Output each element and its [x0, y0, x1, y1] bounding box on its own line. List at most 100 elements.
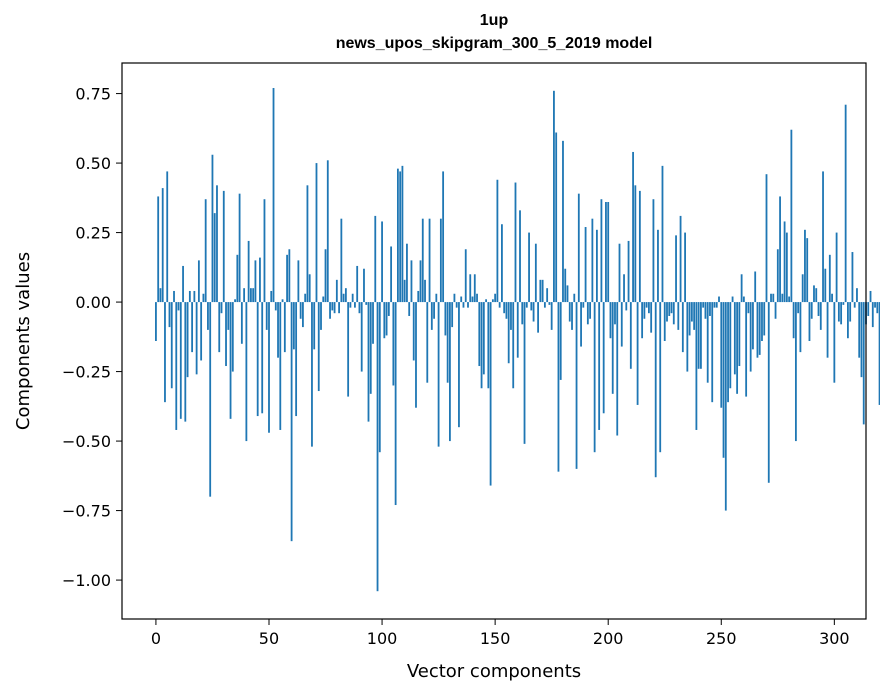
bar-241	[700, 302, 702, 369]
bar-14	[186, 302, 189, 378]
bar-81	[338, 302, 340, 314]
bar-219	[650, 302, 653, 333]
bar-309	[853, 302, 856, 308]
bar-274	[774, 302, 777, 319]
y-tick-label-5: −0.50	[62, 432, 111, 451]
bar-24	[209, 302, 212, 497]
bar-186	[575, 302, 578, 469]
y-tick-label-6: −0.75	[62, 502, 111, 521]
bar-253	[727, 302, 729, 403]
bar-213	[636, 302, 639, 405]
bar-287	[804, 229, 806, 303]
bar-215	[641, 302, 644, 339]
bar-140	[471, 296, 474, 303]
bar-214	[638, 190, 641, 303]
bar-279	[785, 232, 788, 303]
bar-41	[247, 240, 250, 303]
bar-237	[690, 302, 693, 322]
bar-147	[487, 302, 490, 389]
bar-262	[747, 302, 750, 314]
bar-153	[501, 224, 503, 303]
bar-5	[166, 171, 169, 303]
bar-312	[860, 302, 863, 378]
bar-91	[360, 302, 363, 372]
bar-4	[164, 302, 166, 403]
bar-242	[702, 302, 705, 308]
bar-23	[207, 302, 209, 330]
bar-80	[335, 279, 338, 303]
bar-138	[467, 302, 469, 308]
bar-229	[672, 302, 675, 325]
bar-175	[550, 302, 553, 330]
bar-307	[849, 302, 852, 322]
bar-142	[476, 293, 478, 303]
bar-211	[632, 151, 634, 303]
bar-227	[668, 302, 671, 316]
bar-105	[392, 302, 395, 386]
bar-131	[451, 302, 454, 328]
bar-238	[693, 302, 696, 330]
bar-292	[815, 288, 818, 303]
bar-72	[317, 302, 320, 392]
bar-132	[453, 293, 456, 303]
bar-235	[686, 302, 689, 372]
bar-212	[634, 185, 637, 303]
bar-12	[182, 265, 184, 303]
bar-220	[652, 199, 655, 303]
bar-96	[372, 302, 374, 344]
bar-160	[516, 302, 519, 358]
bar-135	[460, 296, 463, 303]
bar-302	[837, 302, 840, 322]
bar-16	[191, 302, 194, 353]
bar-182	[566, 285, 569, 303]
bar-290	[810, 302, 813, 319]
bar-58	[286, 254, 288, 303]
bars-group	[155, 88, 880, 592]
bar-114	[412, 302, 415, 361]
y-tick-label-7: −1.00	[62, 571, 111, 590]
bar-210	[629, 302, 632, 369]
bar-60	[290, 302, 293, 542]
bar-205	[618, 243, 621, 303]
bar-286	[801, 274, 804, 303]
bar-166	[530, 302, 533, 311]
bar-218	[648, 302, 650, 314]
bar-9	[175, 302, 178, 430]
bar-201	[609, 302, 612, 339]
bar-195	[595, 229, 598, 303]
bar-10	[177, 302, 180, 311]
bar-83	[342, 293, 345, 303]
bar-185	[573, 293, 576, 303]
bar-261	[745, 302, 748, 397]
bar-144	[480, 302, 483, 389]
bar-280	[788, 296, 791, 303]
bar-38	[240, 302, 243, 344]
bar-180	[562, 140, 564, 303]
bar-129	[446, 302, 449, 383]
bar-56	[281, 299, 284, 303]
chart-title: 1up	[479, 12, 509, 29]
bar-15	[188, 290, 191, 303]
bar-139	[469, 274, 472, 303]
bar-294	[819, 302, 822, 330]
bar-270	[765, 174, 768, 303]
bar-283	[794, 302, 797, 442]
bar-168	[534, 243, 537, 303]
bar-282	[792, 302, 795, 339]
bar-52	[272, 88, 275, 303]
bar-300	[833, 302, 836, 383]
bar-97	[374, 215, 377, 303]
bar-231	[677, 302, 680, 330]
bar-84	[344, 288, 347, 303]
bar-260	[742, 296, 745, 303]
bar-85	[347, 302, 350, 397]
bar-117	[419, 260, 422, 303]
bar-27	[216, 185, 218, 303]
bar-93	[365, 302, 368, 305]
bar-317	[871, 302, 874, 328]
bar-13	[184, 302, 187, 422]
bar-88	[354, 302, 356, 308]
bar-245	[709, 302, 711, 316]
bar-104	[390, 246, 393, 303]
